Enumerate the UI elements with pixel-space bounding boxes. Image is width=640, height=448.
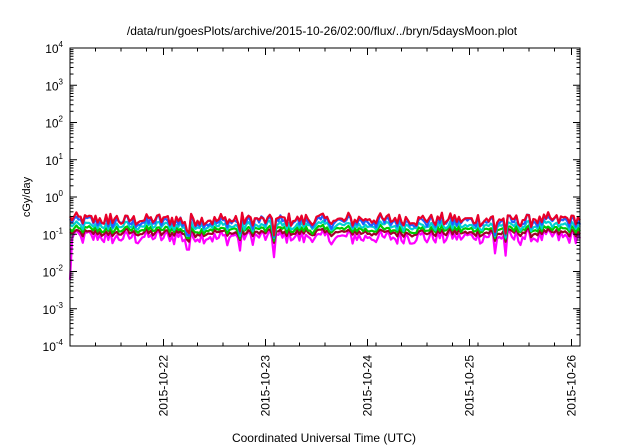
- y-tick-label: 10-4: [43, 338, 64, 354]
- plot-frame: [69, 47, 581, 347]
- y-tick-label: 10-3: [43, 301, 64, 317]
- x-tick-label: 2015-10-24: [361, 355, 375, 417]
- y-tick-label: 101: [45, 152, 63, 168]
- y-tick-label: 10-2: [43, 264, 64, 280]
- series-layer: [68, 211, 582, 280]
- series-line: [69, 213, 582, 239]
- x-tick-label: 2015-10-25: [463, 355, 477, 417]
- y-axis: 10-4 10-3 10-2 10-1 100 101 102 103 104: [43, 40, 580, 354]
- y-axis-label: cGy/day: [21, 176, 33, 217]
- x-tick-label: 2015-10-26: [565, 355, 579, 417]
- series-line: [69, 227, 581, 244]
- x-axis: 2015-10-22 2015-10-23 2015-10-24 2015-10-25…: [69, 48, 581, 417]
- x-tick-label: 2015-10-23: [259, 355, 273, 417]
- series-line: [68, 228, 582, 280]
- x-tick-label: 2015-10-22: [157, 355, 171, 417]
- y-tick-label: 103: [45, 77, 63, 93]
- chart-title: /data/run/goesPlots/archive/2015-10-26/0…: [127, 24, 518, 38]
- series-line: [69, 211, 581, 237]
- y-tick-label: 102: [45, 115, 63, 131]
- series-line: [69, 219, 581, 239]
- y-tick-label: 104: [45, 40, 63, 56]
- y-tick-label: 10-1: [43, 226, 64, 242]
- x-axis-label: Coordinated Universal Time (UTC): [232, 431, 416, 445]
- series-line: [69, 223, 581, 242]
- y-tick-label: 100: [45, 189, 63, 205]
